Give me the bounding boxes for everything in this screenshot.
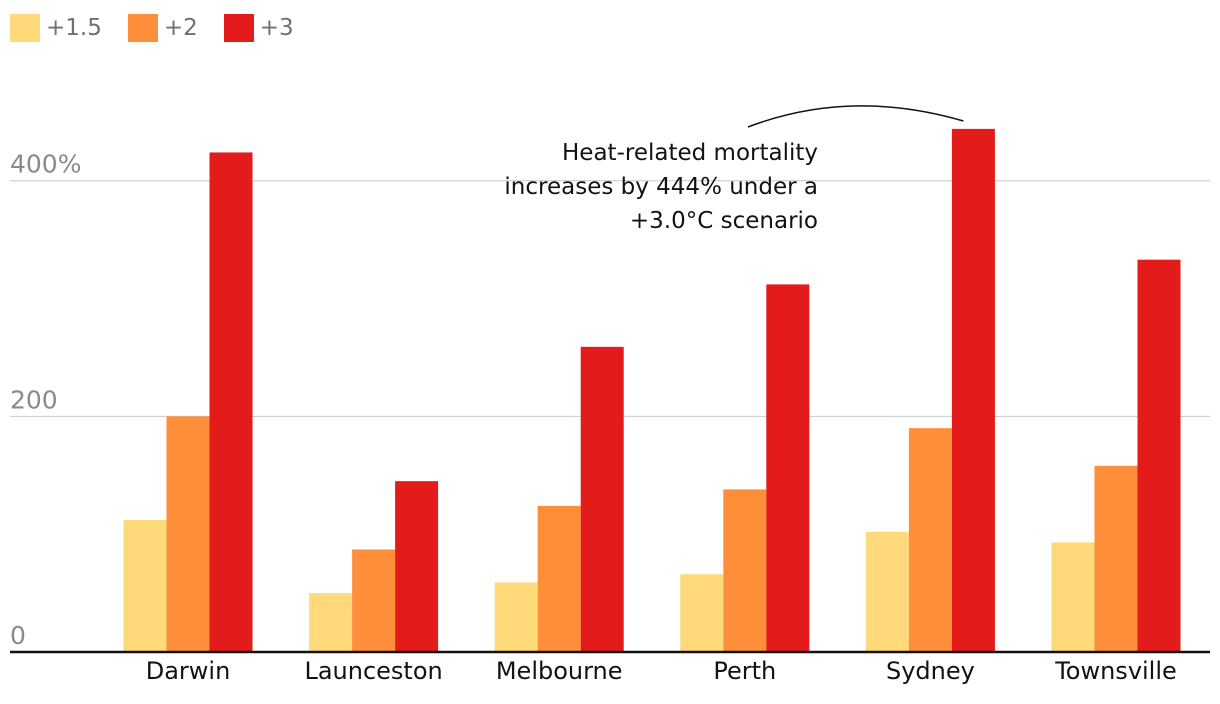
legend-swatch-3 <box>223 14 254 42</box>
y-tick-label-0: 0 <box>10 621 26 650</box>
bar-melbourne-plus1-5 <box>494 582 538 652</box>
y-tick-label-200: 200 <box>10 385 58 414</box>
bar-sydney-plus1-5 <box>865 531 909 652</box>
bar-sydney-plus3 <box>951 128 995 653</box>
bar-perth-plus3 <box>766 284 810 652</box>
x-category-label-melbourne: Melbourne <box>496 657 623 685</box>
legend-label-3: +3 <box>259 15 294 41</box>
bar-darwin-plus1-5 <box>123 520 167 652</box>
bar-sydney-plus2 <box>908 428 952 652</box>
bar-darwin-plus3 <box>209 152 253 652</box>
bar-melbourne-plus3 <box>580 346 624 652</box>
x-category-label-darwin: Darwin <box>146 657 231 685</box>
legend-label-2: +2 <box>163 15 198 41</box>
x-category-label-perth: Perth <box>713 657 776 685</box>
legend: +1.5 +2 +3 <box>10 14 320 42</box>
bar-launceston-plus2 <box>352 549 396 652</box>
bar-townsville-plus2 <box>1094 465 1138 652</box>
annotation-connector <box>747 105 964 128</box>
annotation-line-3: +3.0°C scenario <box>630 208 818 234</box>
legend-item-1-5: +1.5 <box>10 14 102 42</box>
annotation-line-1: Heat-related mortality <box>562 140 818 166</box>
annotation-line-2: increases by 444% under a <box>504 174 818 200</box>
legend-swatch-2 <box>127 14 158 42</box>
bar-townsville-plus1-5 <box>1051 542 1095 652</box>
bar-melbourne-plus2 <box>537 505 581 652</box>
x-category-label-sydney: Sydney <box>886 657 975 685</box>
bar-townsville-plus3 <box>1137 259 1181 652</box>
y-tick-label-400: 400% <box>10 150 81 179</box>
bar-launceston-plus1-5 <box>309 593 353 652</box>
bar-perth-plus1-5 <box>680 574 724 652</box>
legend-swatch-1-5 <box>10 14 40 42</box>
bar-darwin-plus2 <box>166 416 210 652</box>
legend-label-1-5: +1.5 <box>46 15 102 41</box>
legend-item-3: +3 <box>223 14 294 42</box>
bar-perth-plus2 <box>723 489 767 652</box>
x-category-label-townsville: Townsville <box>1054 657 1177 685</box>
legend-item-2: +2 <box>127 14 198 42</box>
bar-launceston-plus3 <box>395 481 439 652</box>
x-category-label-launceston: Launceston <box>304 657 442 685</box>
